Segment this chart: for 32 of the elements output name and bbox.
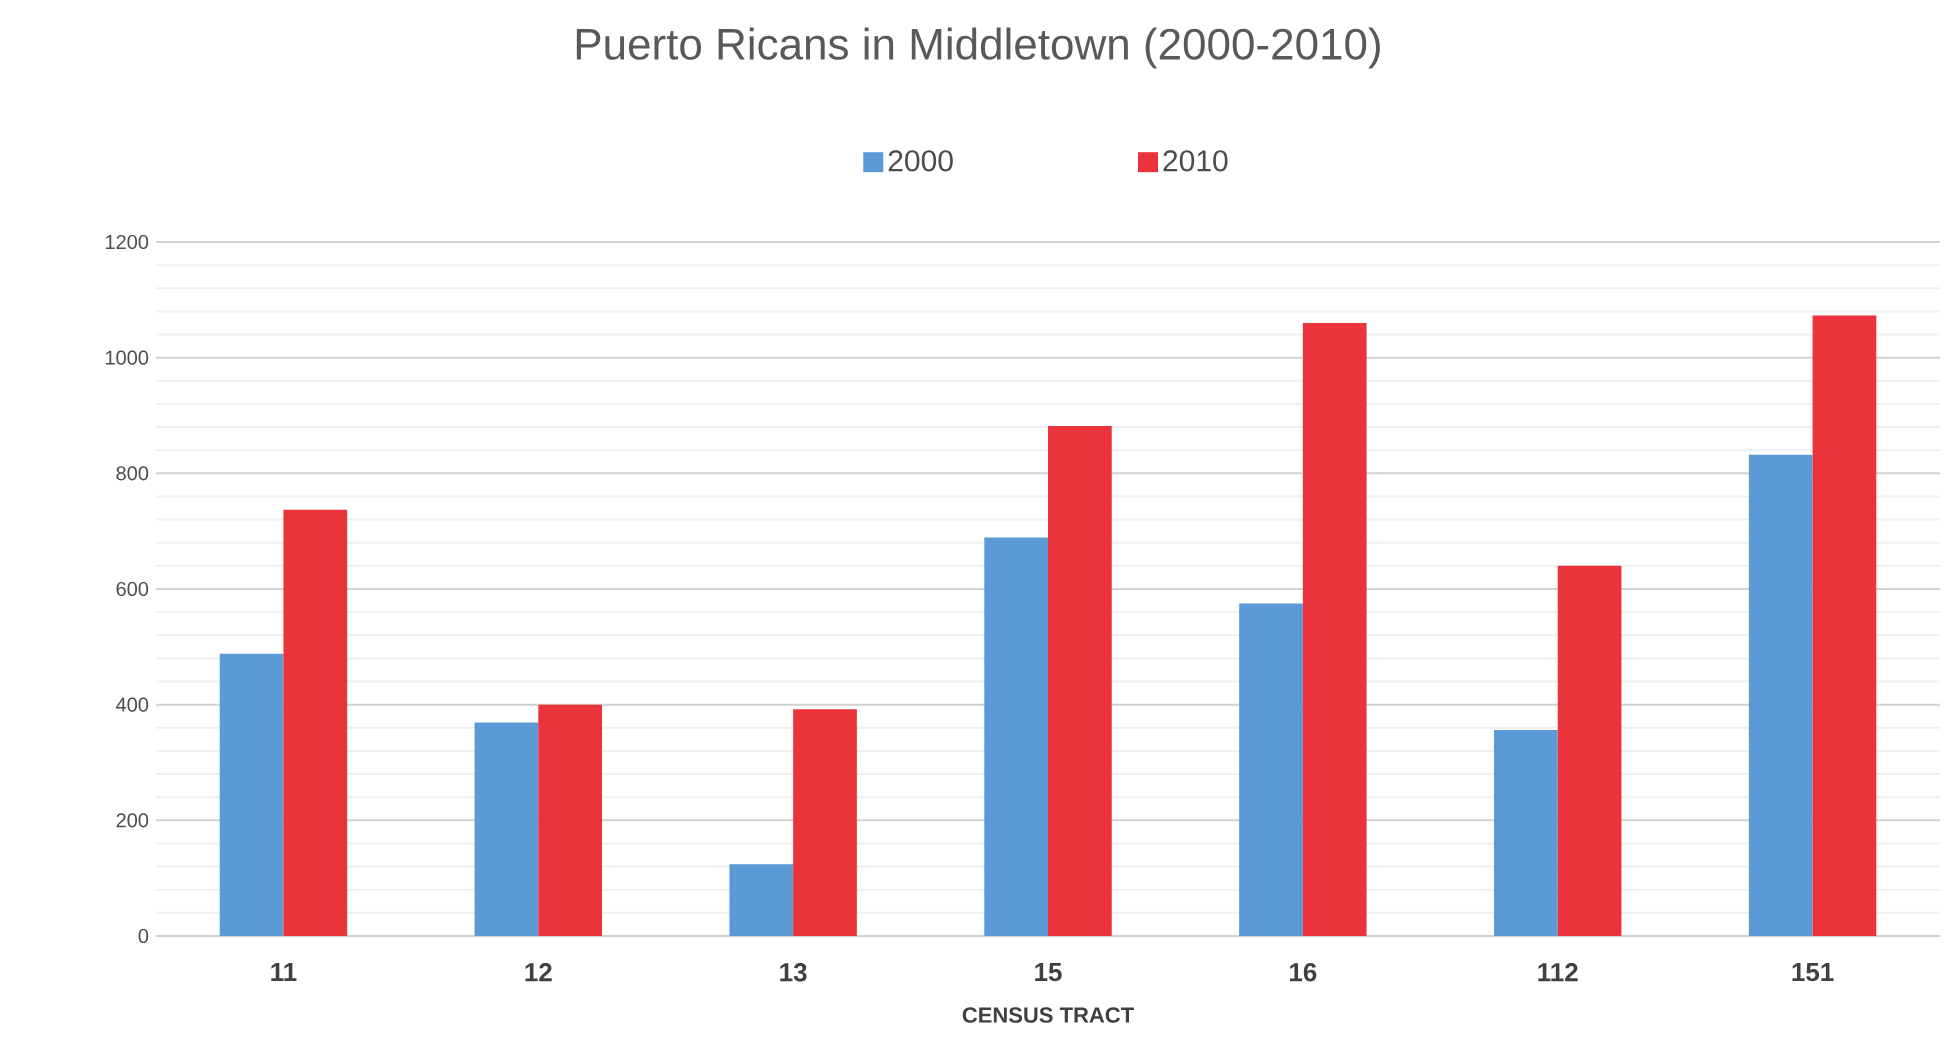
bar <box>474 722 539 936</box>
bar <box>283 509 348 936</box>
x-tick-label: 15 <box>1035 963 1062 982</box>
x-tick-label: 112 <box>1538 963 1578 982</box>
bar <box>1239 603 1303 936</box>
legend-label: 2010 <box>1163 150 1228 172</box>
bar <box>793 709 857 936</box>
x-axis-title: CENSUS TRACT <box>962 1007 1134 1023</box>
bar <box>1557 565 1622 936</box>
y-tick-label: 200 <box>116 813 149 828</box>
bar <box>729 864 794 936</box>
y-tick-label: 600 <box>116 581 149 597</box>
bar <box>984 537 1048 936</box>
bar <box>1748 454 1813 936</box>
bar <box>1812 315 1877 936</box>
bar <box>1494 730 1558 936</box>
legend-label: 2000 <box>888 150 953 172</box>
y-tick-label: 1200 <box>105 234 149 250</box>
bar <box>219 653 284 936</box>
x-tick-label: 13 <box>780 963 807 982</box>
x-tick-label: 16 <box>1290 963 1317 982</box>
x-tick-label: 12 <box>525 963 552 982</box>
chart-title: Puerto Ricans in Middletown (2000-2010) <box>576 27 1380 69</box>
x-tick-label: 151 <box>1792 963 1834 982</box>
y-tick-label: 0 <box>138 928 149 944</box>
bar <box>538 704 603 936</box>
y-tick-label: 800 <box>116 466 149 481</box>
y-tick-label: 400 <box>116 697 149 712</box>
y-tick-label: 1000 <box>105 350 149 365</box>
bar <box>1048 425 1112 936</box>
bar <box>1302 322 1367 936</box>
x-tick-label: 11 <box>271 963 297 981</box>
